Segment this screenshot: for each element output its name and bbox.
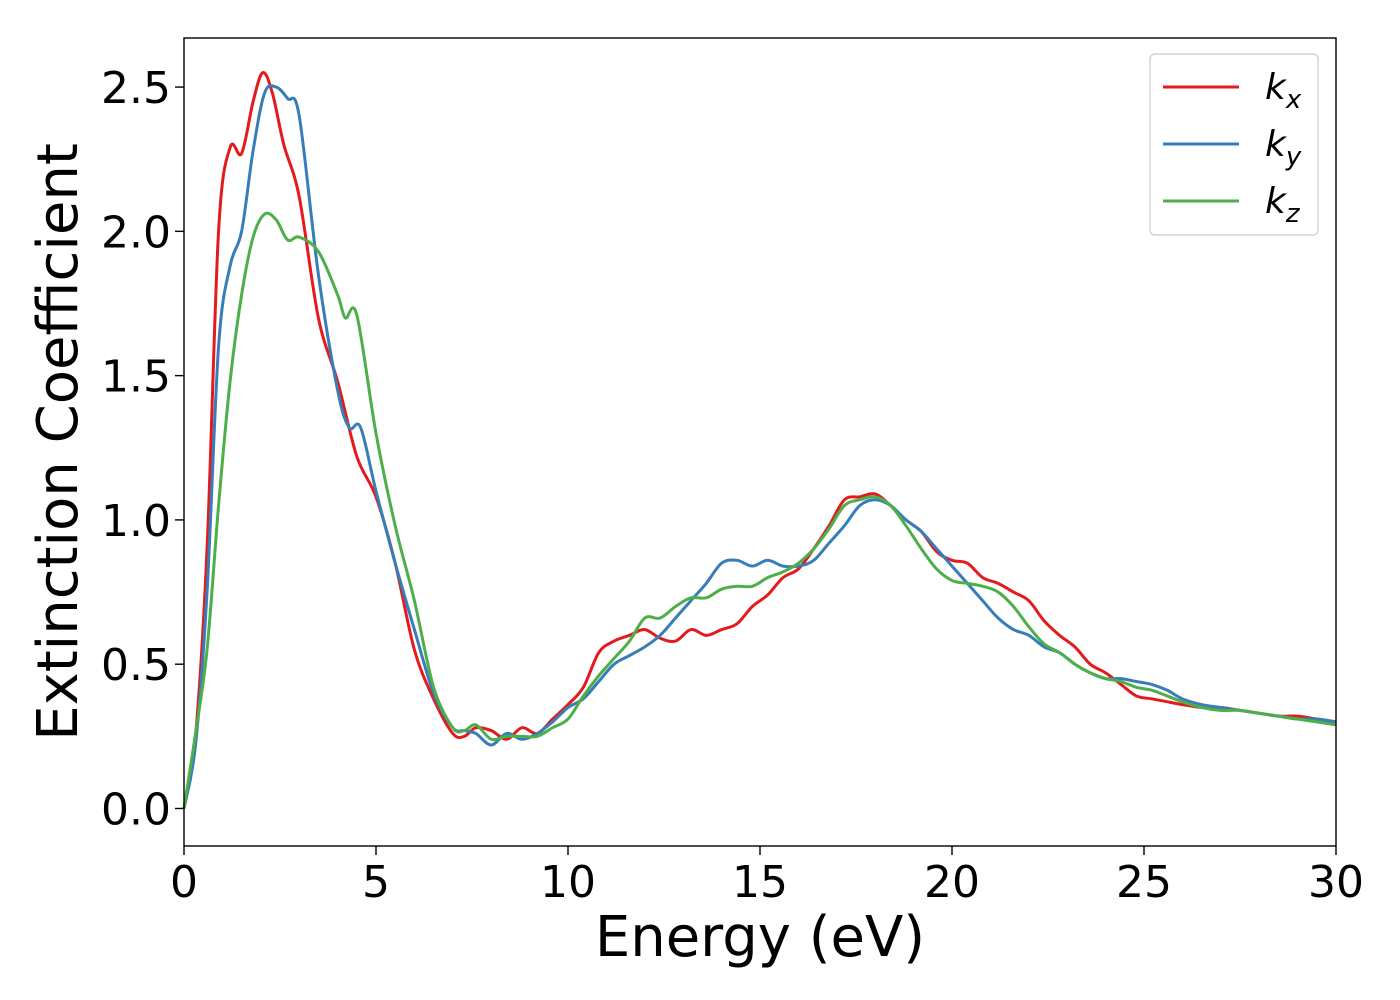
y-tick-label: 2.5 [101, 63, 171, 114]
x-tick-label: 30 [1308, 857, 1364, 908]
y-axis-title: Extinction Coefficient [26, 143, 91, 741]
y-tick-label: 2.0 [101, 207, 171, 258]
y-tick-label: 1.0 [101, 496, 171, 547]
x-tick-label: 25 [1116, 857, 1172, 908]
x-tick-label: 15 [732, 857, 788, 908]
x-axis-title: Energy (eV) [595, 905, 925, 970]
legend-label-kz: kz [1265, 181, 1301, 229]
y-tick-label: 0.0 [101, 784, 171, 835]
y-tick-label: 1.5 [101, 352, 171, 403]
y-tick-label: 0.5 [101, 640, 171, 691]
series-line-kz [182, 211, 1337, 809]
y-axis: 0.0 0.5 1.0 1.5 2.0 2.5 [101, 63, 184, 835]
x-axis: 0 5 10 15 20 25 30 [170, 846, 1364, 908]
x-tick-label: 0 [170, 857, 198, 908]
legend-label-kx: kx [1265, 67, 1302, 115]
legend: kx ky kz [1149, 53, 1319, 236]
legend-label-ky: ky [1265, 124, 1302, 172]
x-tick-label: 5 [362, 857, 390, 908]
series-line-kx [182, 71, 1337, 809]
series-lines-layer [182, 71, 1337, 809]
x-tick-label: 20 [924, 857, 980, 908]
x-tick-label: 10 [540, 857, 596, 908]
